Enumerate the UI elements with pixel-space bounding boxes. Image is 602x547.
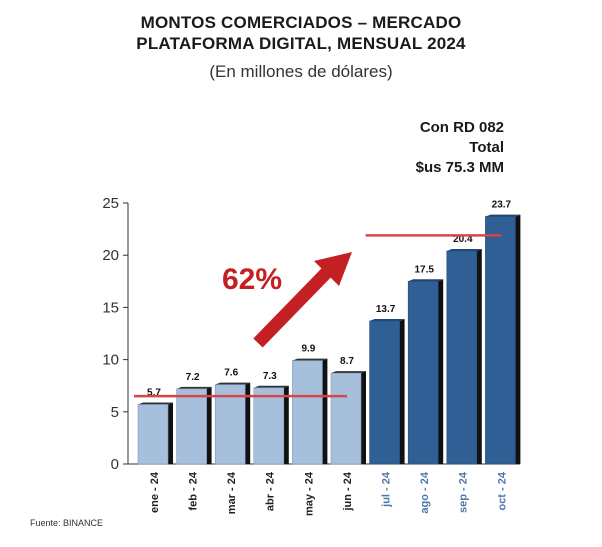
bar [292, 360, 323, 465]
bar-side [206, 386, 212, 464]
data-label: 9.9 [301, 344, 315, 355]
data-label: 17.5 [414, 264, 434, 275]
y-tick-label: 5 [111, 404, 119, 421]
source-note: Fuente: BINANCE [30, 518, 104, 528]
note-line-3: $us 75.3 MM [415, 159, 504, 176]
data-label: 8.7 [340, 356, 354, 367]
bar-side [476, 249, 482, 464]
chart-title: MONTOS COMERCIADOS – MERCADO PLATAFORMA … [0, 12, 602, 54]
data-label: 7.6 [224, 368, 238, 379]
bar [446, 250, 478, 465]
bar-side [515, 214, 521, 464]
note-line-2: Total [469, 139, 504, 156]
bar-top [485, 214, 521, 217]
x-tick-label: jun - 24 [342, 471, 354, 511]
x-tick-label: sep - 24 [458, 471, 470, 513]
bar-side [245, 382, 251, 464]
bar-side [168, 402, 173, 464]
total-note: Con RD 082 Total $us 75.3 MM [386, 118, 504, 178]
data-label: 20.4 [453, 234, 473, 245]
bar-top [446, 249, 482, 252]
note-line-1: Con RD 082 [419, 119, 504, 136]
bar-top [292, 358, 328, 361]
bar-side [399, 318, 405, 464]
x-tick-label: abr - 24 [265, 471, 277, 511]
y-tick-label: 0 [111, 456, 119, 473]
bar [485, 216, 516, 465]
bar [407, 280, 439, 465]
bar-top [369, 318, 405, 321]
data-label: 7.3 [263, 371, 277, 382]
x-tick-label: oct - 24 [496, 471, 508, 510]
bar [369, 320, 400, 465]
title-line-1: MONTOS COMERCIADOS – MERCADO [140, 13, 462, 32]
bar [137, 404, 169, 465]
bar-side [361, 371, 366, 464]
bar-top [176, 386, 212, 389]
growth-label: 62% [222, 263, 282, 296]
data-label: 7.2 [186, 372, 200, 383]
bar-side [438, 279, 444, 464]
x-tick-label: feb - 24 [188, 471, 200, 510]
title-line-2: PLATAFORMA DIGITAL, MENSUAL 2024 [136, 34, 466, 53]
data-label: 23.7 [492, 200, 512, 211]
bar-top [253, 385, 289, 388]
data-label: 5.7 [147, 387, 161, 398]
y-tick-label: 10 [102, 352, 119, 369]
bar-top [408, 279, 444, 282]
y-tick-label: 25 [102, 195, 119, 212]
x-tick-label: ene - 24 [149, 471, 161, 513]
bar [253, 387, 285, 465]
bar-side [283, 385, 289, 464]
bar [176, 388, 207, 465]
data-label: 13.7 [376, 304, 396, 315]
bar [330, 372, 362, 465]
x-tick-label: mar - 24 [226, 471, 238, 514]
growth-arrow-shaft [253, 266, 333, 348]
bar-top [138, 402, 173, 405]
chart-subtitle: (En millones de dólares) [209, 62, 393, 81]
y-tick-label: 15 [102, 299, 119, 316]
bar [214, 384, 246, 465]
x-tick-label: ago - 24 [419, 471, 431, 513]
y-tick-label: 20 [102, 247, 119, 264]
bar-top [331, 371, 366, 374]
x-tick-label: may - 24 [303, 471, 315, 516]
x-tick-label: jul - 24 [381, 471, 393, 508]
growth-arrow-head [314, 252, 352, 286]
bar-top [215, 382, 251, 385]
bar-side [322, 358, 328, 464]
